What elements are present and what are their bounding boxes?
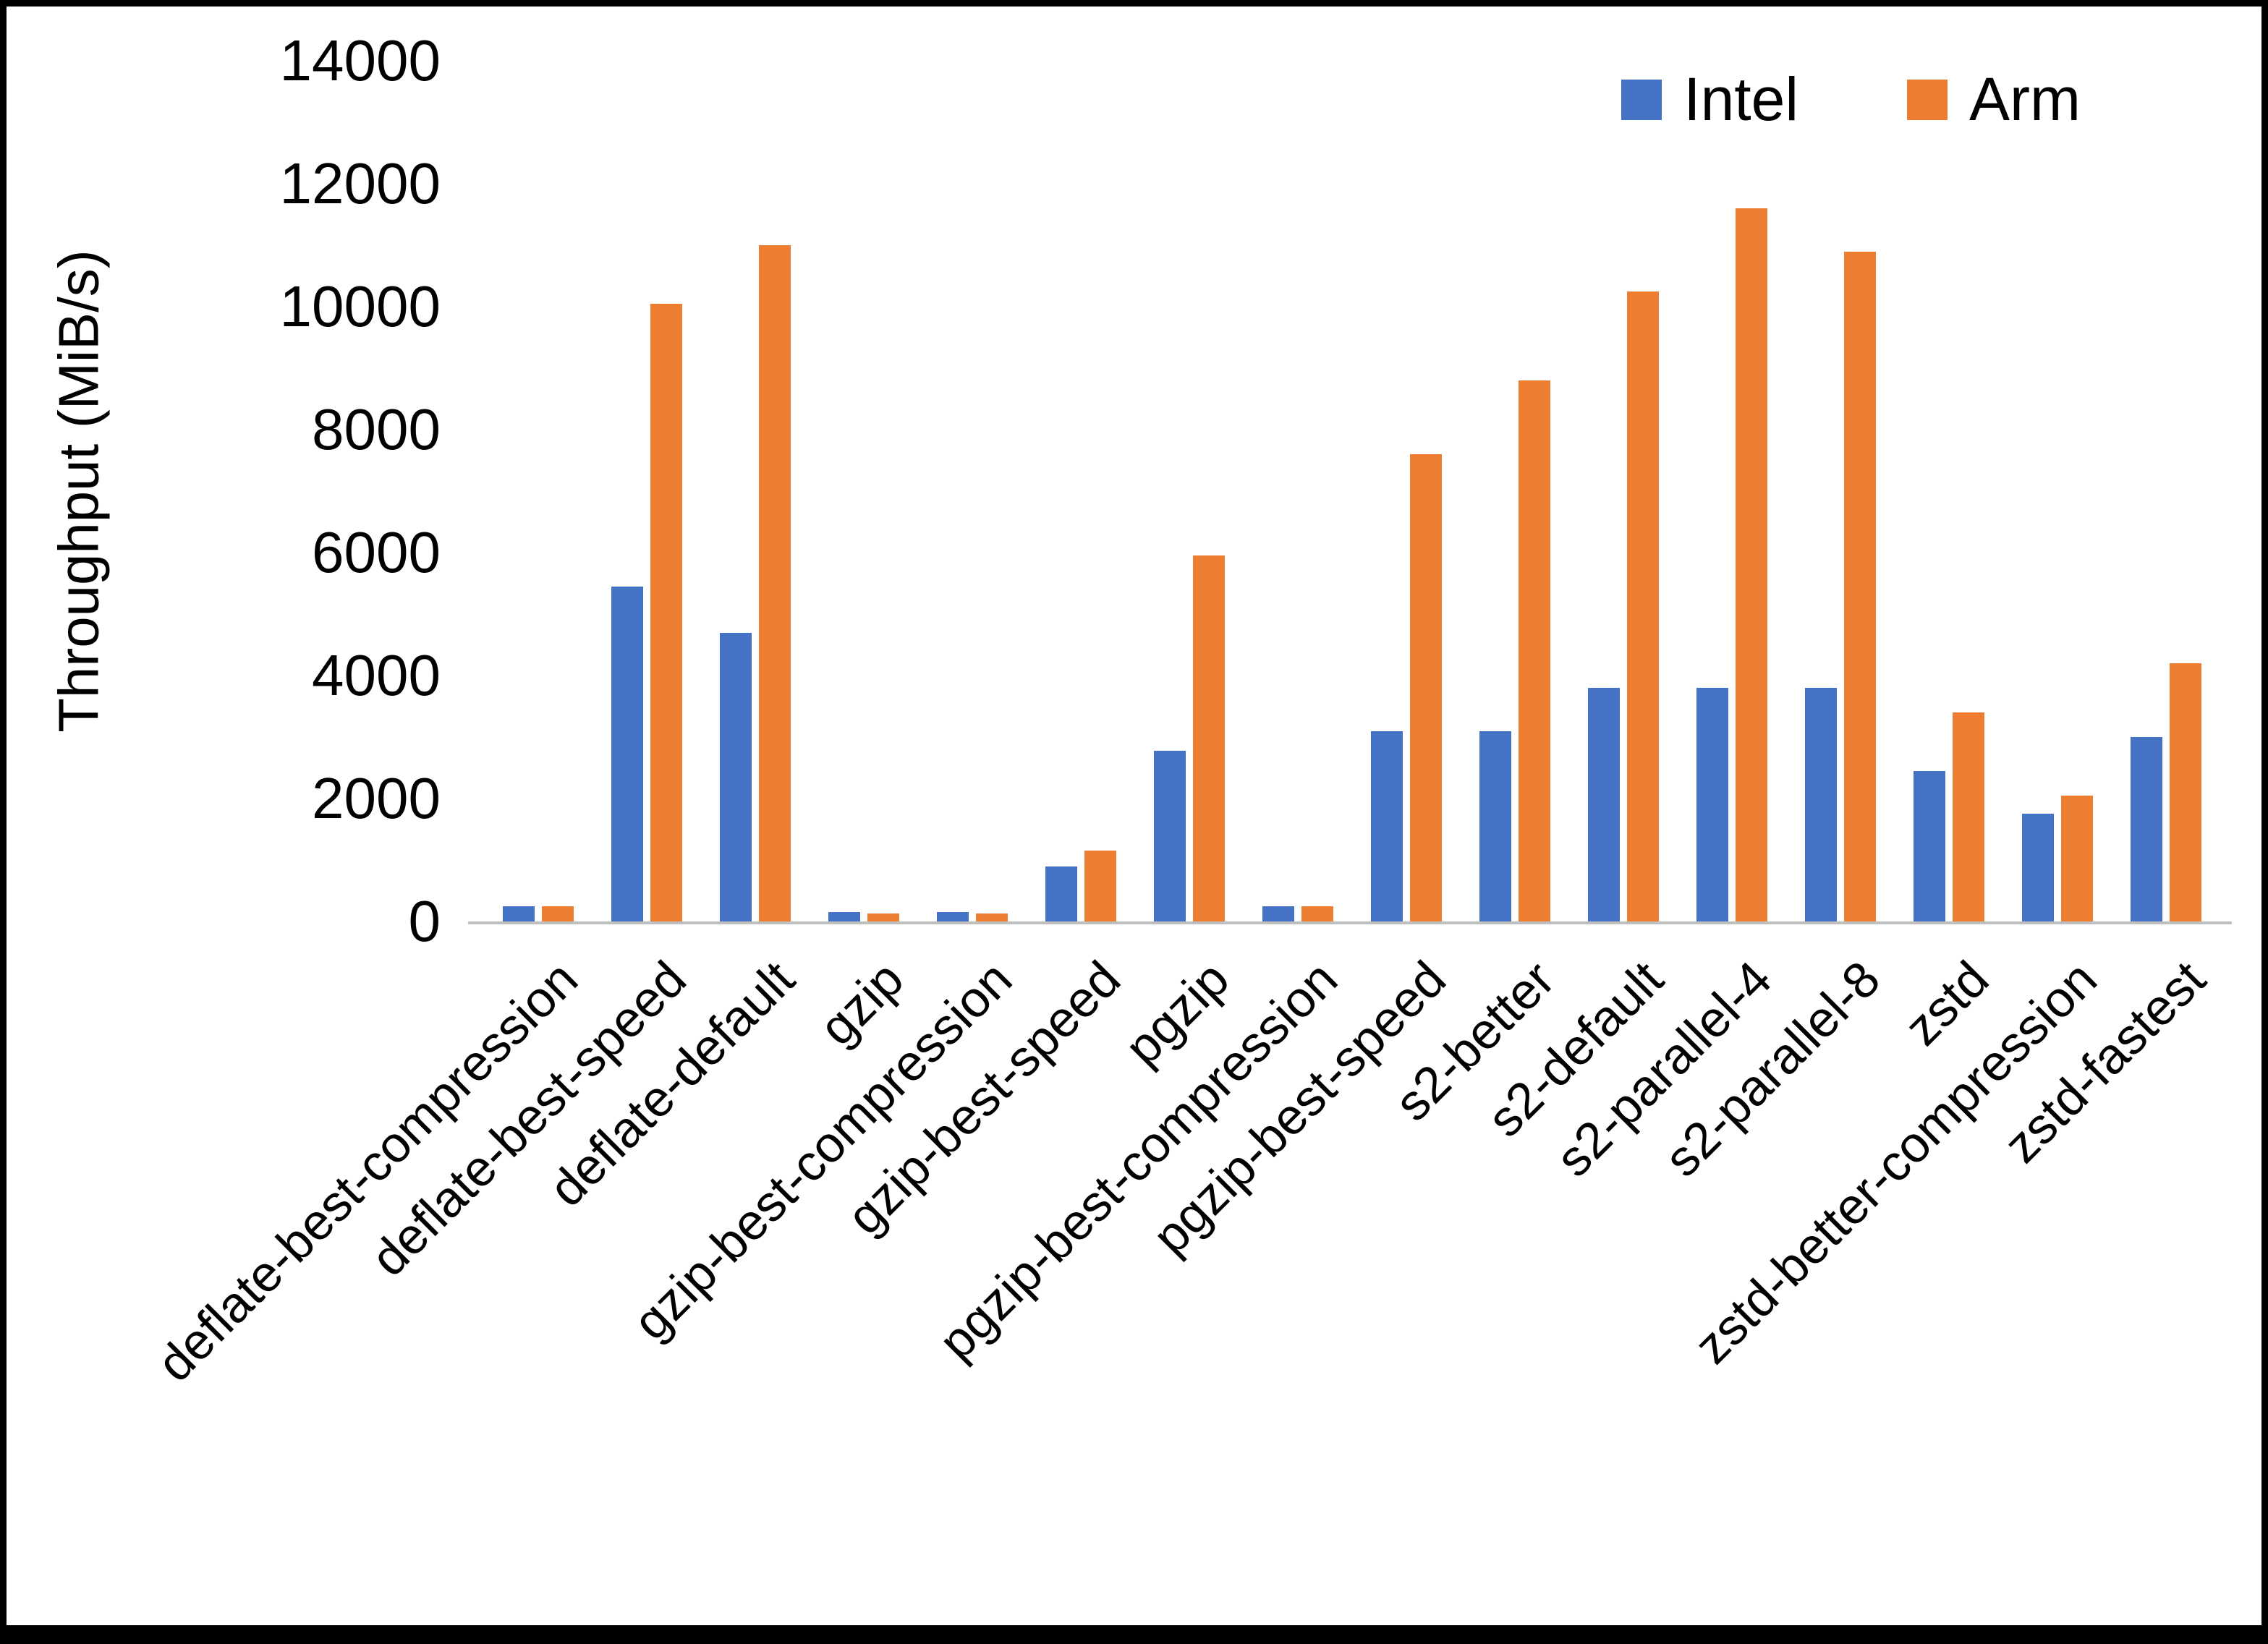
legend-swatch-intel <box>1621 79 1662 120</box>
bar-arm-s2-better <box>1519 380 1550 921</box>
y-tick-label-12000: 12000 <box>279 151 441 216</box>
bar-intel-pgzip <box>1154 750 1186 921</box>
y-tick-label-10000: 10000 <box>279 274 441 338</box>
legend-label-intel: Intel <box>1683 65 1799 133</box>
bar-arm-gzip <box>867 913 899 921</box>
y-tick-label-14000: 14000 <box>279 28 441 93</box>
bar-intel-deflate-best-compression <box>503 906 535 921</box>
bar-arm-pgzip-best-speed <box>1410 454 1442 921</box>
bar-intel-s2-default <box>1588 688 1620 921</box>
legend-label-arm: Arm <box>1969 65 2081 133</box>
bar-arm-zstd <box>1953 712 1984 921</box>
bar-intel-gzip-best-speed <box>1045 866 1077 921</box>
legend-item-intel: Intel <box>1621 64 1798 135</box>
bar-arm-zstd-fastest <box>2170 663 2201 921</box>
y-tick-label-4000: 4000 <box>312 643 441 707</box>
legend: Intel Arm <box>1621 64 2081 135</box>
bar-intel-zstd-fastest <box>2131 737 2162 921</box>
bar-chart: Throughput (MiB/s) 0 2000 4000 6000 8000 1000… <box>7 7 2261 1625</box>
y-axis-title: Throughput (MiB/s) <box>46 250 111 733</box>
bar-intel-pgzip-best-speed <box>1371 731 1403 921</box>
bar-arm-s2-parallel-4 <box>1736 208 1767 921</box>
bar-intel-deflate-default <box>720 632 752 921</box>
bar-intel-deflate-best-speed <box>611 586 643 921</box>
bar-arm-deflate-best-compression <box>542 906 574 921</box>
bar-intel-zstd-better-compression <box>2022 814 2054 921</box>
bar-arm-zstd-better-compression <box>2061 795 2093 921</box>
bar-intel-s2-parallel-8 <box>1805 688 1837 921</box>
bar-arm-deflate-best-speed <box>650 303 682 921</box>
bar-arm-pgzip <box>1193 555 1225 921</box>
bar-arm-pgzip-best-compression <box>1301 906 1333 921</box>
bar-arm-gzip-best-speed <box>1084 851 1116 921</box>
bar-arm-deflate-default <box>759 245 791 921</box>
legend-item-arm: Arm <box>1907 64 2081 135</box>
legend-swatch-arm <box>1907 79 1948 120</box>
bar-intel-gzip-best-compression <box>937 912 969 921</box>
y-tick-label-8000: 8000 <box>312 397 441 461</box>
bar-intel-zstd <box>1914 770 1945 921</box>
y-tick-label-6000: 6000 <box>312 520 441 584</box>
bar-arm-s2-default <box>1627 291 1659 921</box>
x-axis-line <box>468 921 2232 924</box>
x-axis-label-deflate-best-compression: deflate-best-compression <box>146 950 589 1392</box>
y-tick-label-0: 0 <box>408 889 441 953</box>
bar-arm-gzip-best-compression <box>976 913 1008 921</box>
bar-intel-s2-parallel-4 <box>1696 688 1728 921</box>
bar-intel-s2-better <box>1479 731 1511 921</box>
y-tick-label-2000: 2000 <box>312 766 441 830</box>
bar-arm-s2-parallel-8 <box>1844 251 1876 921</box>
bar-intel-pgzip-best-compression <box>1262 906 1294 921</box>
bar-intel-gzip <box>828 912 860 921</box>
